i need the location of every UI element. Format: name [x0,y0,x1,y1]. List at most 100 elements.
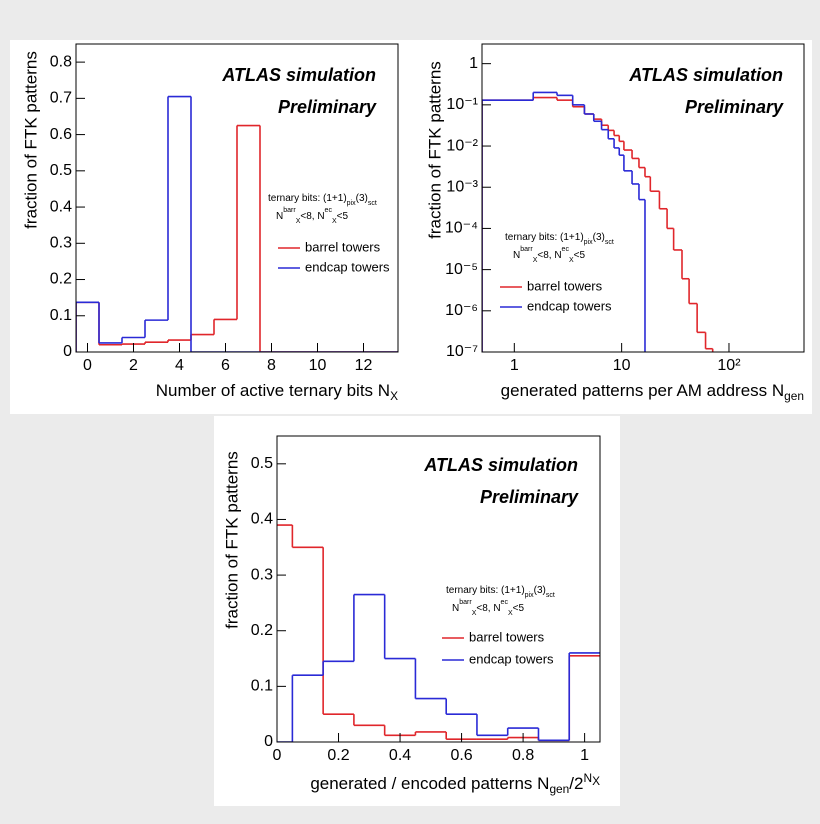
x-tick-label: 0.4 [389,747,411,764]
text-run: ternary bits: (1+1) [505,232,584,243]
x-tick-label: 1 [510,357,519,374]
legend-label: barrel towers [527,278,603,293]
x-tick-label: 0 [273,747,282,764]
text-run: (3) [593,232,605,243]
x-tick-label: 10² [717,357,741,374]
text-run: gen [549,782,569,796]
y-tick-label: 0.2 [50,271,72,288]
note-line: NbarrX<8, NecX<5 [513,246,585,264]
x-axis-title: generated / encoded patterns Ngen/2NX [310,771,600,796]
annotation: Preliminary [480,487,579,507]
series [482,96,714,352]
text-run: X [508,610,513,617]
x-tick-label: 4 [175,357,184,374]
text-run: X [472,610,477,617]
text-run: pix [584,239,593,246]
note-line: ternary bits: (1+1)pix(3)sct [505,232,614,246]
x-tick-label: 0.2 [327,747,349,764]
y-tick-label: 0.5 [50,162,72,179]
y-tick-label: 10⁻⁷ [446,343,478,360]
x-tick-label: 1 [580,747,589,764]
text-run: ec [562,246,570,253]
x-axis-title: Number of active ternary bits NX [156,381,398,403]
series [277,593,600,742]
y-axis-title: fraction of FTK patterns [222,451,241,629]
text-run: <8, N [537,250,561,261]
y-tick-label: 0.3 [50,235,72,252]
y-tick-label: 0.6 [50,126,72,143]
legend-label: endcap towers [305,259,390,274]
x-tick-label: 10 [613,357,631,374]
legend-label: endcap towers [469,651,554,666]
text-run: (3) [534,585,546,596]
text-run: <5 [337,211,349,222]
text-run: X [533,257,538,264]
text-run: N [583,771,592,785]
text-run: sct [605,239,614,246]
text-run: pix [525,592,534,599]
annotation: ATLAS simulation [628,65,783,85]
text-run: ec [325,207,333,214]
y-tick-label: 10⁻⁴ [445,220,478,237]
text-run: barr [459,599,472,606]
note-line: ternary bits: (1+1)pix(3)sct [446,585,555,599]
note-line: ternary bits: (1+1)pix(3)sct [268,193,377,207]
x-tick-label: 0 [83,357,92,374]
text-run: <5 [574,250,586,261]
x-tick-label: 10 [309,357,327,374]
legend-label: barrel towers [469,629,545,644]
text-run: <5 [513,603,525,614]
y-tick-label: 0.5 [251,455,273,472]
y-tick-label: 10⁻³ [446,178,478,195]
x-tick-label: 12 [355,357,373,374]
note-line: NbarrX<8, NecX<5 [452,599,524,617]
text-run: generated / encoded patterns N [310,774,549,793]
text-run: N [513,250,520,261]
text-run: gen [784,389,804,403]
y-tick-label: 10⁻² [446,137,478,154]
text-run: pix [347,200,356,207]
x-axis-title: generated patterns per AM address Ngen [501,381,804,403]
text-run: ec [501,599,509,606]
plot-frame [276,435,601,743]
legend-label: endcap towers [527,298,612,313]
y-axis-title: fraction of FTK patterns [425,61,444,239]
text-run: barr [520,246,533,253]
y-tick-label: 0.1 [50,307,72,324]
y-tick-label: 0.8 [50,53,72,70]
text-run: generated patterns per AM address N [501,381,785,400]
x-tick-label: 0.6 [450,747,472,764]
y-tick-label: 1 [469,55,478,72]
text-run: X [296,218,301,225]
legend-label: barrel towers [305,239,381,254]
y-tick-label: 0 [264,733,273,750]
text-run: X [390,389,398,403]
note-line: NbarrX<8, NecX<5 [276,207,348,225]
series [76,95,398,352]
plot-frame [481,43,805,353]
y-tick-label: 10⁻⁶ [445,302,478,319]
text-run: X [569,257,574,264]
text-run: ternary bits: (1+1) [446,585,525,596]
text-run: X [332,218,337,225]
text-run: N [276,211,283,222]
text-run: sct [546,592,555,599]
text-run: X [592,774,600,788]
y-tick-label: 10⁻¹ [446,96,478,113]
x-tick-label: 8 [267,357,276,374]
text-run: sct [368,200,377,207]
y-tick-label: 0.1 [251,678,273,695]
annotation: Preliminary [685,97,784,117]
series [482,91,646,352]
y-tick-label: 0.3 [251,566,273,583]
annotation: ATLAS simulation [221,65,376,85]
annotation: Preliminary [278,97,377,117]
text-run: <8, N [300,211,324,222]
x-tick-label: 2 [129,357,138,374]
y-tick-label: 0.4 [50,198,72,215]
y-tick-label: 0.7 [50,90,72,107]
plot-frame [75,43,399,353]
text-run: <8, N [476,603,500,614]
